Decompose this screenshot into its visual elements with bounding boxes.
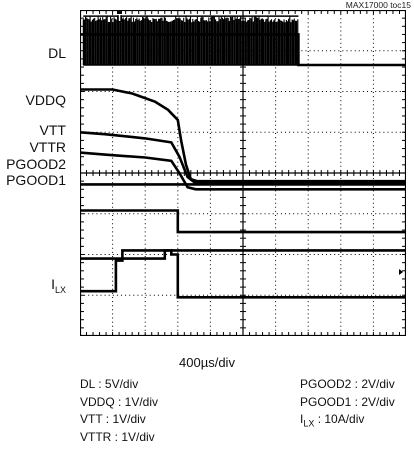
legend-vtt: VTT : 1V/div [80,412,146,426]
label-pgood2: PGOOD2 [6,156,66,172]
trace-ilx [80,249,406,299]
scope-screen: T [80,10,406,336]
label-ilx-main: I [51,276,55,292]
trigger-marker-stem [117,10,122,22]
label-ilx: ILX [0,276,66,295]
legend-vddq: VDDQ : 1V/div [80,394,159,409]
trigger-marker-group: T [116,10,123,24]
label-vddq: VDDQ [25,92,66,108]
label-vttr: VTTR [29,139,66,155]
label-dl: DL [48,45,66,61]
trace-dl-burst [82,16,299,65]
trace-dl [80,33,406,67]
scope-grid [80,10,406,336]
legend-ilx-main: I [300,412,304,426]
scope-traces [80,15,406,299]
offset-arrow-icon [399,269,403,275]
legend-ilx-rest: : 10A/div [314,412,365,426]
trigger-marker: T [116,13,122,24]
label-ilx-sub: LX [54,284,66,295]
legend-dl: DL : 5V/div [80,377,139,391]
figure-tag: MAX17000 toc15 [345,0,411,10]
legend-vttr: VTTR : 1V/div [80,429,155,444]
legend-ilx: ILX : 10A/div [300,411,395,433]
trace-vtt [80,131,406,185]
legend-right: PGOOD2 : 2V/div PGOOD1 : 2V/div ILX : 10… [300,376,395,433]
trace-vttr [80,151,406,191]
timebase-label: 400µs/div [179,355,235,370]
legend-left: DL : 5V/div VDDQ : 1V/div VTT : 1V/div V… [80,376,158,446]
legend-ilx-sub: LX [303,418,315,429]
legend-pgood2: PGOOD2 : 2V/div [300,377,395,391]
label-pgood1: PGOOD1 [6,172,66,188]
legend-pgood1: PGOOD1 : 2V/div [300,394,395,409]
label-vtt: VTT [39,122,66,138]
trace-pgood1 [80,209,406,234]
